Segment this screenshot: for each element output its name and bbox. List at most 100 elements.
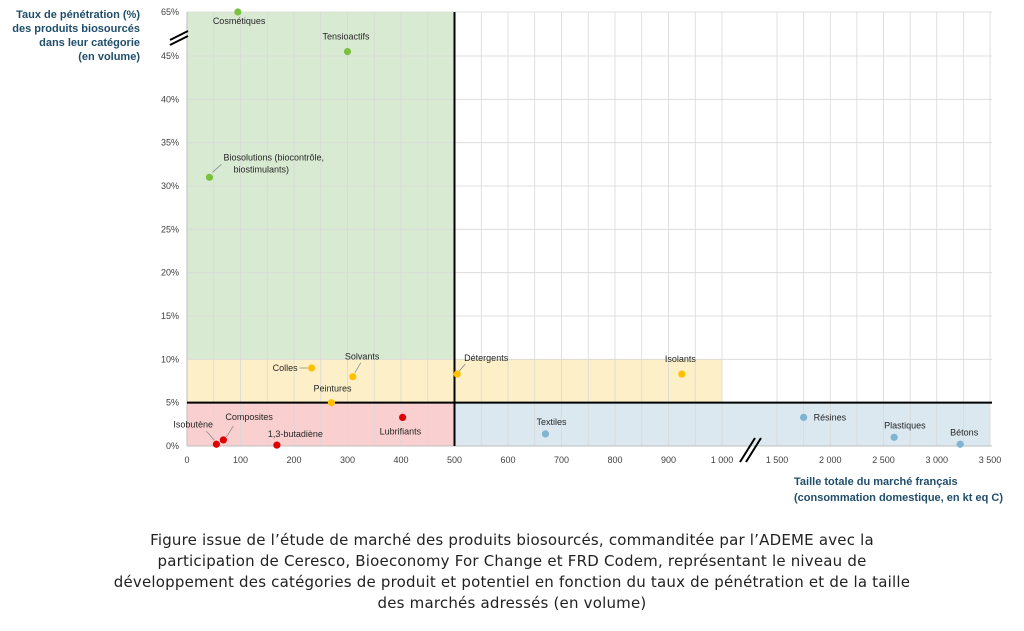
y-tick-label: 40% xyxy=(161,94,179,104)
point-label: Isolants xyxy=(665,354,697,364)
points-layer: Cosmétiques Tensioactifs Biosolutions (bio… xyxy=(173,8,979,449)
y-tick-label: 35% xyxy=(161,138,179,148)
point-label: Biosolutions (biocontrôle, biostimulants) xyxy=(223,152,324,174)
point-label: Bétons xyxy=(950,427,979,437)
x-tick-label: 700 xyxy=(554,455,569,465)
x-tick-label: 600 xyxy=(500,455,515,465)
y-tick-label: 5% xyxy=(166,398,179,408)
data-point xyxy=(453,370,461,378)
point-label-line: Isobutène xyxy=(173,419,213,429)
data-point xyxy=(205,173,214,181)
point-label-line: biostimulants) xyxy=(233,164,289,174)
caption-line: développement des catégories de produit … xyxy=(113,573,911,591)
scatter-chart: 0% 5% 10% 15% 20% 25% 30% 35% 40% 45% 65% 0 100 200 30… xyxy=(161,7,1001,465)
caption-line: Figure issue de l’étude de marché des pr… xyxy=(150,531,874,549)
y-tick-label: 10% xyxy=(161,354,179,364)
y-tick-label: 20% xyxy=(161,268,179,278)
point-label: Peintures xyxy=(313,384,352,394)
data-point xyxy=(273,441,281,449)
data-point xyxy=(541,430,550,438)
data-point xyxy=(219,436,227,444)
ticks-layer: 0% 5% 10% 15% 20% 25% 30% 35% 40% 45% 65% 0 100 200 30… xyxy=(161,7,1001,465)
y-tick-label: 65% xyxy=(161,7,179,17)
y-tick-label: 15% xyxy=(161,311,179,321)
x-tick-label: 300 xyxy=(340,455,355,465)
x-tick-label: 2 500 xyxy=(872,455,895,465)
point-leader-line xyxy=(212,164,222,173)
point-label: Tensioactifs xyxy=(323,32,371,42)
x-tick-label: 800 xyxy=(607,455,622,465)
x-tick-label: 2 000 xyxy=(819,455,842,465)
y-tick-label: 0% xyxy=(166,441,179,451)
point-label-line: Lubrifiants xyxy=(380,426,422,436)
point-leader-line xyxy=(458,363,466,372)
y-axis-label-line: des produits biosourcés xyxy=(12,23,140,35)
data-point xyxy=(234,8,242,16)
y-tick-label: 45% xyxy=(161,51,179,61)
data-point xyxy=(343,48,352,56)
x-axis-label-line: Taille totale du marché français xyxy=(794,476,958,488)
caption-line: participation de Ceresco, Bioeconomy For… xyxy=(157,552,867,570)
figure-caption: Figure issue de l’étude de marché des pr… xyxy=(0,530,1024,614)
point-label-line: Isolants xyxy=(665,354,697,364)
y-axis-label: Taux de pénétration (%) des produits bio… xyxy=(0,8,140,64)
x-axis-break-mark xyxy=(745,437,762,463)
point-label-line: Détergents xyxy=(464,353,509,363)
point-label: Colles xyxy=(273,363,299,373)
point-label: Solvants xyxy=(345,352,380,362)
grid-layer xyxy=(186,11,992,447)
point-label-line: 1,3-butadiène xyxy=(268,429,323,439)
axis-breaks-layer xyxy=(169,30,762,463)
point-label: Composites xyxy=(225,412,273,422)
y-axis-label-line: dans leur catégorie xyxy=(39,37,140,49)
x-tick-label: 900 xyxy=(661,455,676,465)
data-point xyxy=(327,399,336,407)
point-label-line: Tensioactifs xyxy=(323,32,371,42)
data-point xyxy=(890,433,898,441)
data-point xyxy=(800,413,808,421)
x-tick-label: 100 xyxy=(233,455,248,465)
data-point xyxy=(308,364,316,372)
point-label-line: Solvants xyxy=(345,352,380,362)
point-label: 1,3-butadiène xyxy=(268,429,323,439)
data-point xyxy=(399,413,407,421)
point-leader-line xyxy=(226,425,234,438)
x-axis-break-mark xyxy=(739,437,756,463)
point-leader-line xyxy=(206,431,215,441)
x-axis-label: Taille totale du marché français (consom… xyxy=(794,474,1024,506)
caption-line: des marchés adressés (en volume) xyxy=(377,594,647,612)
point-label-line: Plastiques xyxy=(884,420,926,430)
point-label: Textiles xyxy=(536,417,567,427)
point-label-line: Résines xyxy=(814,412,847,422)
x-tick-label: 500 xyxy=(447,455,462,465)
data-point xyxy=(212,440,221,448)
x-axis-label-line: (consommation domestique, en kt eq C) xyxy=(794,492,1004,504)
point-label-line: Colles xyxy=(273,363,299,373)
x-tick-label: 3 500 xyxy=(979,455,1002,465)
x-tick-label: 1 500 xyxy=(766,455,789,465)
point-label-line: Peintures xyxy=(313,384,352,394)
data-point xyxy=(956,440,964,448)
point-label: Lubrifiants xyxy=(380,426,422,436)
point-label-line: Textiles xyxy=(536,417,567,427)
x-tick-label: 400 xyxy=(393,455,408,465)
point-label: Détergents xyxy=(464,353,509,363)
point-label-line: Cosmétiques xyxy=(213,16,266,26)
point-label: Isobutène xyxy=(173,419,213,429)
point-label-line: Composites xyxy=(225,412,273,422)
point-leader-line xyxy=(354,362,362,373)
y-tick-label: 30% xyxy=(161,181,179,191)
point-label: Plastiques xyxy=(884,420,926,430)
y-axis-break-mark xyxy=(169,35,189,46)
x-tick-label: 200 xyxy=(286,455,301,465)
point-label: Cosmétiques xyxy=(213,16,266,26)
y-axis-label-line: Taux de pénétration (%) xyxy=(16,9,140,21)
point-label-line: Bétons xyxy=(950,427,979,437)
point-label-line: Biosolutions (biocontrôle, xyxy=(223,152,324,162)
y-axis-break-mark xyxy=(169,30,189,41)
y-tick-label: 25% xyxy=(161,224,179,234)
x-tick-label: 1 000 xyxy=(711,455,734,465)
data-point xyxy=(349,373,357,381)
point-label: Résines xyxy=(814,412,847,422)
data-point xyxy=(678,370,686,378)
